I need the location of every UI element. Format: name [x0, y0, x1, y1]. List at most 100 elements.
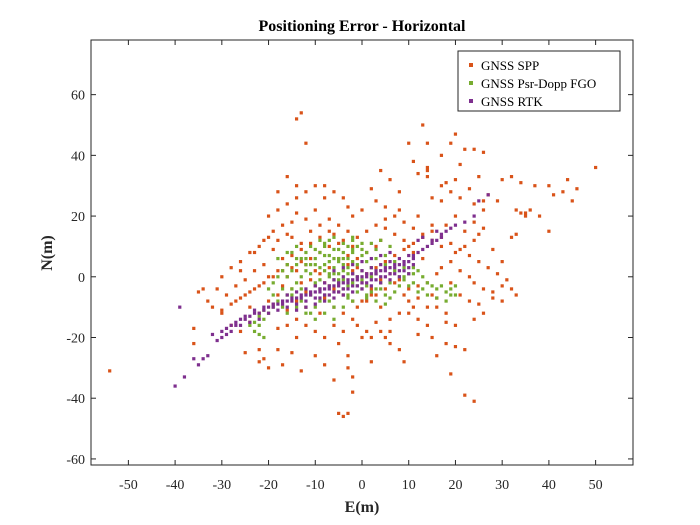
data-point — [509, 235, 514, 239]
data-point — [351, 260, 355, 264]
data-point — [528, 208, 532, 212]
data-point — [477, 302, 481, 306]
data-point — [294, 281, 299, 285]
data-point — [519, 181, 523, 185]
data-point — [449, 281, 453, 285]
data-point — [294, 184, 299, 188]
data-point — [332, 296, 336, 300]
data-point — [215, 338, 219, 343]
legend-entry: GNSS Psr-Dopp FGO — [481, 76, 596, 91]
data-point — [355, 323, 359, 327]
data-point — [388, 250, 392, 255]
data-point — [407, 266, 411, 270]
data-point — [285, 232, 289, 236]
data-point — [351, 250, 355, 255]
data-point — [299, 281, 303, 285]
data-point — [304, 269, 308, 273]
data-point — [425, 244, 430, 249]
data-point — [341, 196, 345, 200]
data-point — [495, 199, 500, 203]
data-point — [481, 208, 486, 212]
data-point — [323, 196, 327, 200]
x-tick-label: 50 — [589, 478, 603, 493]
data-point — [262, 357, 266, 361]
data-point — [430, 241, 434, 245]
data-point — [537, 214, 542, 218]
data-point — [332, 290, 336, 294]
data-point — [402, 275, 406, 279]
data-point — [257, 348, 261, 352]
data-point — [416, 332, 420, 337]
legend-marker — [469, 63, 473, 67]
data-point — [341, 263, 345, 267]
data-point — [439, 235, 444, 239]
data-point — [243, 278, 247, 282]
data-point — [449, 241, 453, 245]
legend[interactable]: GNSS SPP GNSS Psr-Dopp FGO GNSS RTK — [457, 50, 621, 112]
data-point — [290, 235, 294, 239]
data-point — [411, 263, 415, 267]
data-point — [234, 320, 238, 324]
data-point — [472, 399, 476, 403]
data-point — [257, 284, 261, 288]
data-point — [341, 238, 345, 242]
data-point — [309, 272, 313, 276]
data-point — [294, 299, 299, 303]
data-point — [313, 290, 317, 294]
data-point — [346, 296, 350, 300]
data-point — [523, 214, 528, 218]
data-point — [388, 296, 392, 300]
data-point — [411, 250, 415, 255]
data-point — [444, 223, 448, 227]
data-point — [346, 263, 350, 267]
data-point — [346, 278, 350, 282]
data-point — [449, 226, 453, 230]
data-point — [309, 290, 313, 294]
data-point — [402, 293, 406, 297]
data-point — [252, 250, 257, 255]
data-point — [481, 199, 486, 203]
data-point — [313, 305, 317, 309]
data-point — [327, 275, 331, 279]
x-tick-label: 0 — [359, 478, 366, 493]
data-point — [453, 223, 458, 227]
data-point — [313, 269, 317, 273]
data-point — [341, 305, 345, 309]
data-point — [411, 226, 415, 230]
data-point — [393, 272, 397, 276]
data-point — [458, 269, 462, 273]
data-point — [425, 141, 430, 145]
data-point — [402, 247, 406, 252]
data-point — [435, 354, 439, 358]
data-point — [500, 299, 504, 303]
data-point — [196, 363, 201, 367]
data-point — [533, 184, 537, 188]
data-point — [346, 253, 350, 258]
data-point — [379, 275, 383, 279]
data-point — [220, 335, 224, 340]
data-point — [346, 229, 350, 233]
data-point — [332, 266, 336, 270]
data-point — [332, 269, 336, 273]
data-point — [220, 275, 224, 279]
data-point — [439, 266, 444, 270]
data-point — [337, 256, 341, 261]
data-point — [397, 275, 401, 279]
data-point — [304, 293, 308, 297]
data-point — [332, 378, 336, 382]
data-point — [341, 278, 345, 282]
data-point — [299, 293, 303, 297]
data-point — [439, 232, 444, 236]
data-point — [266, 366, 271, 370]
series-2 — [173, 193, 490, 388]
data-point — [374, 293, 378, 297]
data-point — [248, 290, 252, 294]
data-point — [421, 275, 425, 279]
data-point — [285, 275, 289, 279]
data-point — [383, 266, 387, 270]
data-point — [108, 369, 112, 373]
data-point — [276, 326, 280, 330]
data-point — [463, 147, 467, 151]
data-point — [472, 281, 476, 285]
data-point — [383, 269, 387, 273]
